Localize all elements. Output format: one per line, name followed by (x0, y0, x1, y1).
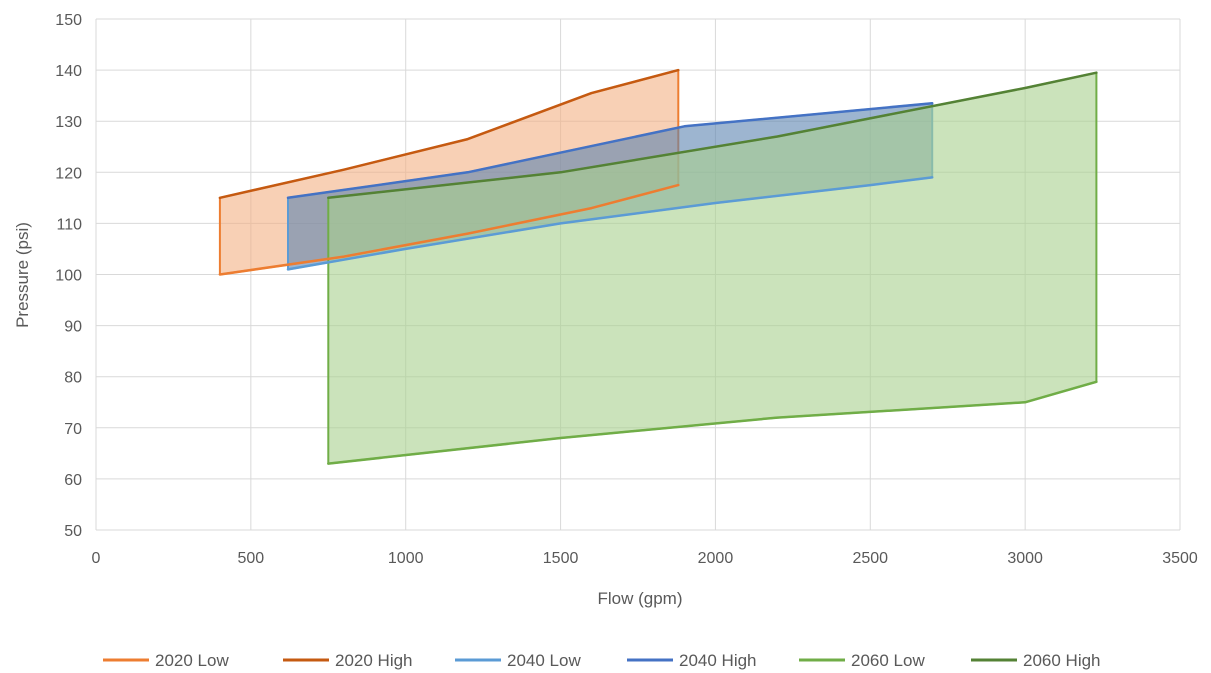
legend-label: 2060 Low (851, 651, 925, 670)
legend-item: 2040 Low (455, 651, 581, 670)
x-tick-label: 3000 (1007, 550, 1043, 567)
series-line-2020-high (218, 68, 680, 200)
series-line-2020-low (218, 183, 680, 276)
series-line-2060-high (327, 71, 1098, 200)
x-tick-label: 3500 (1162, 550, 1198, 567)
y-tick-label: 120 (55, 165, 82, 182)
legend: 2020 Low 2020 High 2040 Low 2040 High 2060 L… (103, 651, 1101, 670)
y-tick-label: 60 (64, 472, 82, 489)
x-tick-label: 1500 (543, 550, 579, 567)
legend-label: 2060 High (1023, 651, 1101, 670)
y-tick-label: 140 (55, 63, 82, 80)
x-tick-label: 0 (92, 550, 101, 567)
y-axis-title: Pressure (psi) (13, 222, 32, 328)
legend-item: 2020 High (283, 651, 413, 670)
y-tick-label: 100 (55, 268, 82, 285)
y-tick-label: 80 (64, 370, 82, 387)
y-tick-label: 150 (55, 12, 82, 29)
x-tick-label: 2500 (852, 550, 888, 567)
series-lines (218, 68, 1098, 465)
x-tick-label: 2000 (698, 550, 734, 567)
series-line-2040-high (286, 102, 934, 200)
band-areas (218, 69, 1098, 465)
y-tick-label: 110 (56, 216, 82, 233)
y-tick-label: 130 (55, 114, 82, 131)
legend-label: 2040 High (679, 651, 757, 670)
x-axis-title: Flow (gpm) (597, 589, 682, 608)
x-tick-label: 500 (238, 550, 265, 567)
legend-label: 2020 Low (155, 651, 229, 670)
series-line-2040-low (286, 176, 934, 271)
y-tick-label: 50 (64, 523, 82, 540)
legend-item: 2020 Low (103, 651, 229, 670)
legend-label: 2040 Low (507, 651, 581, 670)
legend-item: 2040 High (627, 651, 757, 670)
legend-item: 2060 High (971, 651, 1101, 670)
x-tick-label: 1000 (388, 550, 424, 567)
y-tick-label: 90 (64, 319, 82, 336)
y-tick-label: 70 (64, 421, 82, 438)
series-line-2060-low (327, 380, 1098, 465)
legend-label: 2020 High (335, 651, 413, 670)
legend-item: 2060 Low (799, 651, 925, 670)
